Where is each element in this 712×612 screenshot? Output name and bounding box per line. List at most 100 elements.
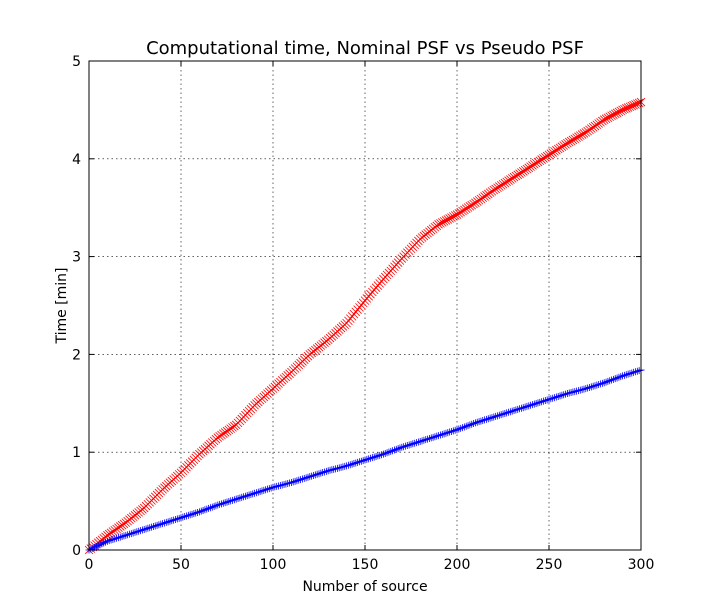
data-point-marker xyxy=(221,499,229,507)
data-point-marker xyxy=(479,417,487,425)
data-point-marker xyxy=(459,424,467,432)
data-point-marker xyxy=(357,457,365,465)
data-point-marker xyxy=(550,147,559,156)
data-point-marker xyxy=(289,478,297,486)
data-point-marker xyxy=(471,419,479,427)
data-point-marker xyxy=(258,487,266,495)
data-point-marker xyxy=(348,460,356,468)
data-point-marker xyxy=(602,378,610,386)
data-point-marker xyxy=(122,531,130,539)
data-point-marker xyxy=(473,418,481,426)
data-point-marker xyxy=(210,502,218,510)
data-point-marker xyxy=(361,456,369,464)
data-point-marker xyxy=(219,429,228,438)
data-point-marker xyxy=(634,98,644,108)
data-point-marker xyxy=(120,532,128,540)
data-point-marker xyxy=(630,368,638,376)
data-point-marker xyxy=(100,539,108,547)
data-point-marker xyxy=(394,445,402,453)
data-point-marker xyxy=(496,181,506,190)
data-point-marker xyxy=(499,410,507,418)
data-point-marker xyxy=(541,152,550,162)
data-point-marker xyxy=(622,371,630,379)
data-point-marker xyxy=(370,453,378,461)
data-point-marker xyxy=(241,492,249,500)
data-point-marker xyxy=(506,175,515,184)
data-point-marker xyxy=(487,187,497,196)
data-point-marker xyxy=(160,519,168,527)
data-point-marker xyxy=(551,394,559,402)
data-point-marker xyxy=(508,407,516,415)
data-point-marker xyxy=(469,199,478,209)
data-point-marker xyxy=(594,119,603,128)
data-point-marker xyxy=(339,463,347,471)
data-point-marker xyxy=(335,464,343,472)
data-point-marker xyxy=(578,386,586,394)
data-point-marker xyxy=(215,431,224,441)
data-point-marker xyxy=(206,504,214,512)
data-point-marker xyxy=(442,429,450,437)
data-point-marker xyxy=(431,433,439,441)
data-point-marker xyxy=(613,374,621,382)
data-point-marker xyxy=(105,537,113,545)
data-point-marker xyxy=(269,483,277,491)
data-point-marker xyxy=(454,209,464,218)
y-tick-label: 3 xyxy=(72,250,81,266)
data-point-marker xyxy=(561,140,570,149)
data-point-marker xyxy=(542,151,552,161)
data-point-marker xyxy=(420,436,428,444)
data-point-marker xyxy=(219,499,227,507)
data-point-marker xyxy=(517,168,526,177)
data-point-marker xyxy=(355,458,363,466)
data-point-marker xyxy=(278,481,286,489)
data-point-marker xyxy=(546,149,556,158)
data-point-marker xyxy=(166,517,174,525)
data-point-marker xyxy=(511,171,521,181)
data-point-marker xyxy=(464,422,472,430)
data-point-marker xyxy=(118,533,126,541)
data-point-marker xyxy=(480,192,489,201)
data-point-marker xyxy=(587,124,596,133)
data-point-marker xyxy=(446,428,454,436)
data-point-marker xyxy=(545,395,553,403)
data-point-marker xyxy=(516,405,524,413)
data-point-marker xyxy=(131,528,139,536)
data-point-marker xyxy=(92,542,100,550)
x-tick-label: 250 xyxy=(536,557,563,573)
data-point-marker xyxy=(554,392,562,400)
data-point-marker xyxy=(471,198,480,208)
data-point-marker xyxy=(493,412,501,420)
data-point-marker xyxy=(251,489,259,497)
data-point-marker xyxy=(114,534,122,542)
data-point-marker xyxy=(476,194,486,204)
data-point-marker xyxy=(504,176,513,185)
data-point-marker xyxy=(541,397,549,405)
data-point-marker xyxy=(520,165,530,175)
data-point-marker xyxy=(271,483,279,491)
series-1 xyxy=(85,366,645,554)
data-point-marker xyxy=(539,397,547,405)
data-point-marker xyxy=(600,379,608,387)
data-point-marker xyxy=(484,415,492,423)
data-point-marker xyxy=(330,465,338,473)
data-point-marker xyxy=(183,512,191,520)
data-point-marker xyxy=(107,536,115,544)
data-point-marker xyxy=(526,162,535,171)
data-point-marker xyxy=(224,425,234,435)
data-point-marker xyxy=(171,515,179,523)
data-point-marker xyxy=(306,473,314,481)
data-point-marker xyxy=(179,513,187,521)
data-point-marker xyxy=(576,386,584,394)
data-point-marker xyxy=(162,518,170,526)
data-point-marker xyxy=(524,163,534,173)
data-point-marker xyxy=(533,157,543,167)
y-tick-label: 0 xyxy=(72,543,81,559)
data-point-marker xyxy=(344,461,352,469)
data-point-marker xyxy=(282,480,290,488)
data-point-marker xyxy=(512,406,520,414)
data-point-marker xyxy=(557,142,567,151)
data-point-marker xyxy=(190,510,198,518)
data-point-marker xyxy=(416,437,424,445)
data-point-marker xyxy=(462,422,470,430)
